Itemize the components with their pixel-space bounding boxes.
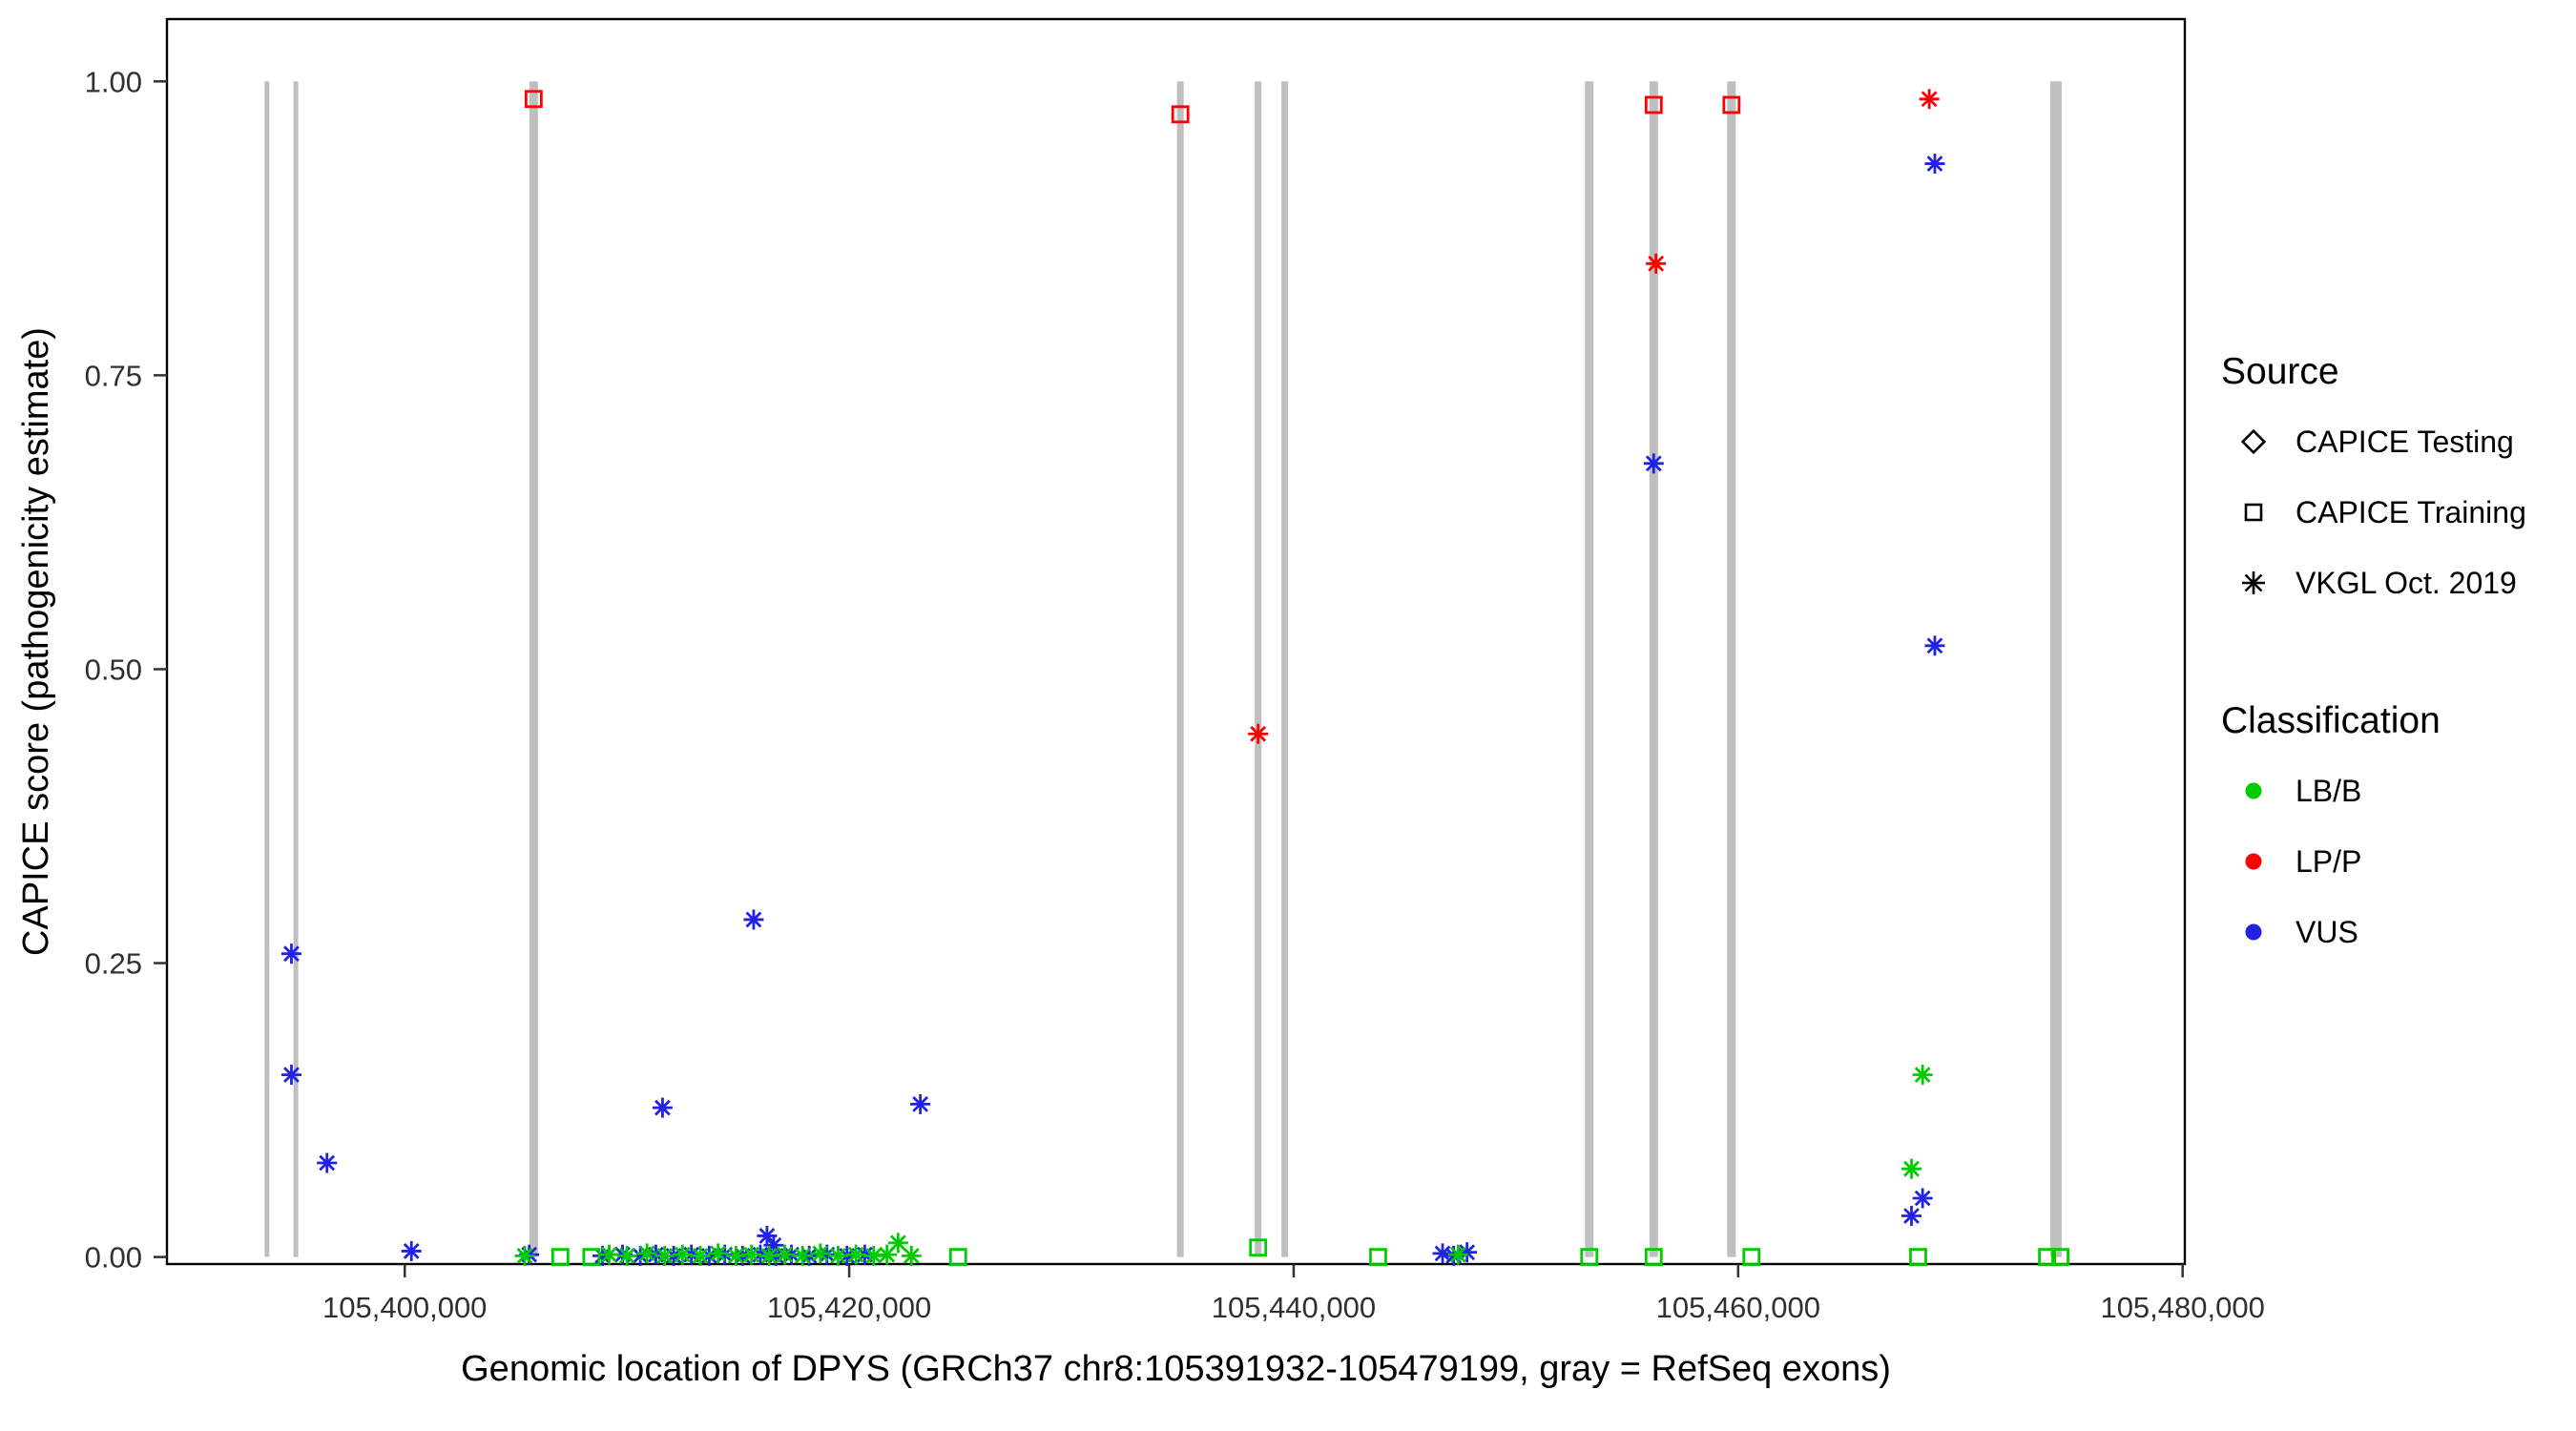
legend-item-vus: VUS	[2221, 897, 2526, 967]
vkgl-data-point	[1901, 1205, 1922, 1226]
vkgl-data-point	[792, 1245, 813, 1266]
vkgl-data-point	[317, 1152, 338, 1173]
vkgl-data-point	[654, 1245, 675, 1266]
legend-source-title: Source	[2221, 351, 2339, 392]
training-data-point	[1722, 95, 1741, 114]
vkgl-data-point	[1924, 154, 1945, 175]
vkgl-data-point	[401, 1240, 422, 1261]
x-axis-title: Genomic location of DPYS (GRCh37 chr8:10…	[461, 1349, 1891, 1389]
vkgl-data-point	[827, 1245, 848, 1266]
panel-border	[165, 17, 2187, 1266]
legend-item-capice-training: CAPICE Training	[2221, 477, 2526, 548]
vkgl-data-point	[1643, 453, 1664, 474]
vkgl-data-point	[775, 1244, 796, 1265]
asterisk-icon	[2242, 571, 2265, 594]
diamond-icon	[2240, 428, 2267, 455]
training-data-point	[2038, 1248, 2056, 1267]
legend-item-label: LP/P	[2296, 843, 2362, 879]
training-data-point	[1644, 1248, 1663, 1267]
vkgl-data-point	[708, 1243, 729, 1264]
x-tick-label: 105,400,000	[322, 1291, 487, 1324]
vkgl-data-point	[758, 1245, 779, 1266]
training-data-point	[1644, 95, 1663, 114]
x-tick-label: 105,420,000	[767, 1291, 931, 1324]
vkgl-data-point	[1901, 1158, 1922, 1179]
vkgl-data-point	[652, 1097, 673, 1118]
training-data-point	[1580, 1248, 1599, 1267]
vkgl-data-point	[1646, 253, 1667, 274]
training-data-point	[948, 1248, 967, 1267]
training-data-point	[1171, 105, 1190, 124]
vkgl-data-point	[1924, 635, 1945, 656]
vkgl-data-point	[810, 1243, 831, 1264]
vkgl-data-point	[280, 944, 301, 964]
x-tick-label: 105,480,000	[2100, 1291, 2264, 1324]
vkgl-data-point	[845, 1244, 866, 1265]
vkgl-data-point	[514, 1245, 535, 1266]
vkgl-data-point	[616, 1245, 637, 1266]
vkgl-data-point	[690, 1245, 711, 1266]
legend-item-lpp: LP/P	[2221, 826, 2526, 897]
green-dot-icon	[2245, 782, 2262, 799]
legend-spacer	[2221, 618, 2526, 700]
y-tick-label: 0.50	[85, 653, 142, 686]
training-data-point	[524, 90, 543, 109]
vkgl-data-point	[1919, 89, 1940, 110]
legend-item-vkgl: VKGL Oct. 2019	[2221, 548, 2526, 618]
y-tick-label: 1.00	[85, 65, 142, 98]
training-data-point	[551, 1248, 570, 1267]
legend-item-capice-testing: CAPICE Testing	[2221, 406, 2526, 477]
y-tick-label: 0.00	[85, 1241, 142, 1275]
x-tick-label: 105,440,000	[1212, 1291, 1376, 1324]
red-dot-icon	[2245, 853, 2262, 870]
square-icon	[2244, 503, 2263, 522]
training-data-point	[1909, 1248, 1927, 1267]
vkgl-data-point	[636, 1243, 657, 1264]
vkgl-data-point	[1912, 1065, 1933, 1086]
legend-item-label: CAPICE Training	[2296, 494, 2526, 529]
blue-dot-icon	[2245, 923, 2262, 941]
y-tick-label: 0.75	[85, 359, 142, 392]
training-data-point	[1249, 1238, 1268, 1257]
legend-item-label: VUS	[2296, 914, 2358, 949]
vkgl-data-point	[741, 1244, 762, 1265]
training-data-point	[582, 1248, 601, 1267]
legend-classification-title: Classification	[2221, 700, 2441, 741]
vkgl-data-point	[280, 1065, 301, 1086]
vkgl-data-point	[599, 1244, 620, 1265]
plot-legend: Source CAPICE Testing CAPICE Training	[2221, 351, 2526, 967]
training-data-point	[1742, 1248, 1761, 1267]
legend-item-label: VKGL Oct. 2019	[2296, 565, 2517, 600]
legend-item-label: CAPICE Testing	[2296, 424, 2514, 459]
vkgl-data-point	[672, 1244, 693, 1265]
training-data-point	[1369, 1248, 1387, 1267]
legend-item-lbb: LB/B	[2221, 756, 2526, 826]
vkgl-data-point	[1447, 1244, 1468, 1265]
y-tick-label: 0.25	[85, 947, 142, 981]
vkgl-data-point	[901, 1245, 922, 1266]
training-data-point	[2051, 1248, 2069, 1267]
vkgl-data-point	[743, 909, 764, 930]
vkgl-data-point	[887, 1233, 908, 1254]
vkgl-data-point	[910, 1093, 931, 1114]
vkgl-data-point	[1248, 723, 1269, 744]
y-axis-title: CAPICE score (pathogenicity estimate)	[16, 327, 56, 956]
x-tick-label: 105,460,000	[1656, 1291, 1820, 1324]
legend-item-label: LB/B	[2296, 773, 2362, 808]
vkgl-data-point	[1912, 1188, 1933, 1209]
